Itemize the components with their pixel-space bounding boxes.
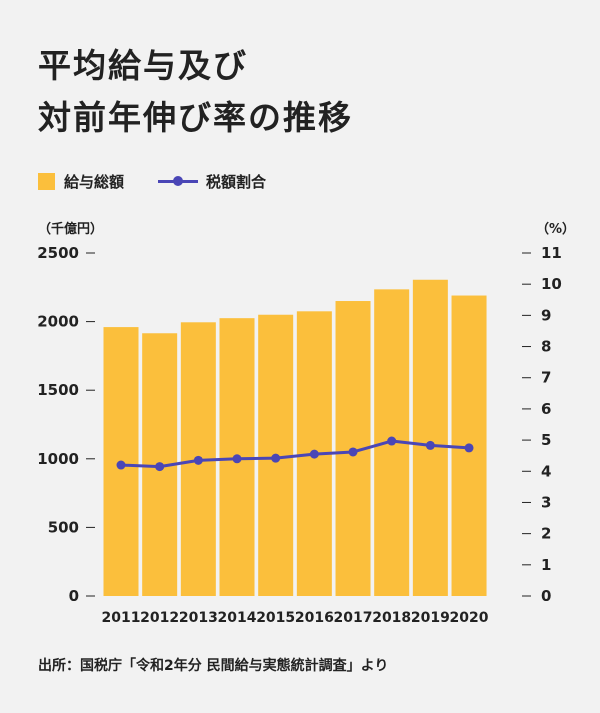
x-axis-tick-label: 2018 [372, 610, 411, 626]
x-axis-tick-label: 2019 [411, 610, 450, 626]
right-axis-tick-label: 4 [541, 462, 551, 480]
legend-line-swatch [158, 175, 199, 187]
line-series [120, 439, 470, 469]
source-note: 出所：国税庁「令和2年分 民間給与実態統計調査」より [38, 658, 389, 674]
left-axis-tick-label: 1000 [37, 450, 79, 468]
line-point [309, 449, 319, 459]
left-axis-tick-label: 2500 [37, 244, 79, 262]
right-axis-tick-label: 6 [541, 400, 551, 418]
right-axis-tick-label: 3 [541, 493, 551, 511]
line-point [193, 455, 203, 465]
chart-title: 平均給与及び 対前年伸び率の推移 [38, 40, 353, 144]
left-axis-tick-label: 2000 [37, 313, 79, 331]
line-point [232, 454, 242, 464]
right-axis-tick-label: 2 [541, 525, 551, 543]
x-axis-tick-label: 2015 [256, 610, 295, 626]
line-point [348, 447, 358, 457]
x-axis-tick-label: 2013 [179, 610, 218, 626]
line-point [116, 460, 126, 470]
line-point [387, 436, 397, 446]
right-axis-tick-label: 11 [541, 244, 562, 262]
right-axis-tick-label: 0 [541, 587, 551, 605]
legend-bar-swatch [38, 172, 55, 190]
x-axis-tick-label: 2011 [102, 610, 141, 626]
legend-line-label: 税額割合 [206, 172, 267, 191]
left-axis-tick-label: 500 [48, 518, 79, 536]
title-line-2: 対前年伸び率の推移 [38, 98, 353, 137]
x-axis-tick-label: 2017 [334, 610, 373, 626]
line-point [425, 440, 435, 450]
right-axis-tick-label: 1 [541, 556, 551, 574]
line-point [271, 453, 281, 463]
x-axis-tick-label: 2016 [295, 610, 334, 626]
x-axis-tick-label: 2012 [140, 610, 179, 626]
legend-bar-label: 給与総額 [64, 172, 125, 191]
title-line-1: 平均給与及び [38, 46, 248, 85]
right-axis-tick-label: 10 [541, 275, 562, 293]
x-axis-tick-label: 2020 [450, 610, 489, 626]
right-axis-tick-label: 9 [541, 306, 551, 324]
line-point [464, 443, 474, 453]
right-axis-tick-label: 7 [541, 369, 551, 387]
right-axis-tick-label: 8 [541, 338, 551, 356]
legend-item-line: 税額割合 [158, 171, 266, 192]
legend-item-bar: 給与総額 [38, 171, 124, 192]
left-axis-tick-label: 0 [69, 587, 79, 605]
legend: 給与総額 税額割合 [38, 170, 300, 192]
bar [412, 279, 448, 596]
right-axis-tick-label: 5 [541, 431, 551, 449]
left-axis-tick-label: 1500 [37, 381, 79, 399]
x-axis-tick-label: 2014 [218, 610, 257, 626]
left-axis-unit: （千億円） [38, 222, 104, 237]
line-point [155, 462, 165, 472]
right-axis-unit: （%） [536, 222, 576, 237]
